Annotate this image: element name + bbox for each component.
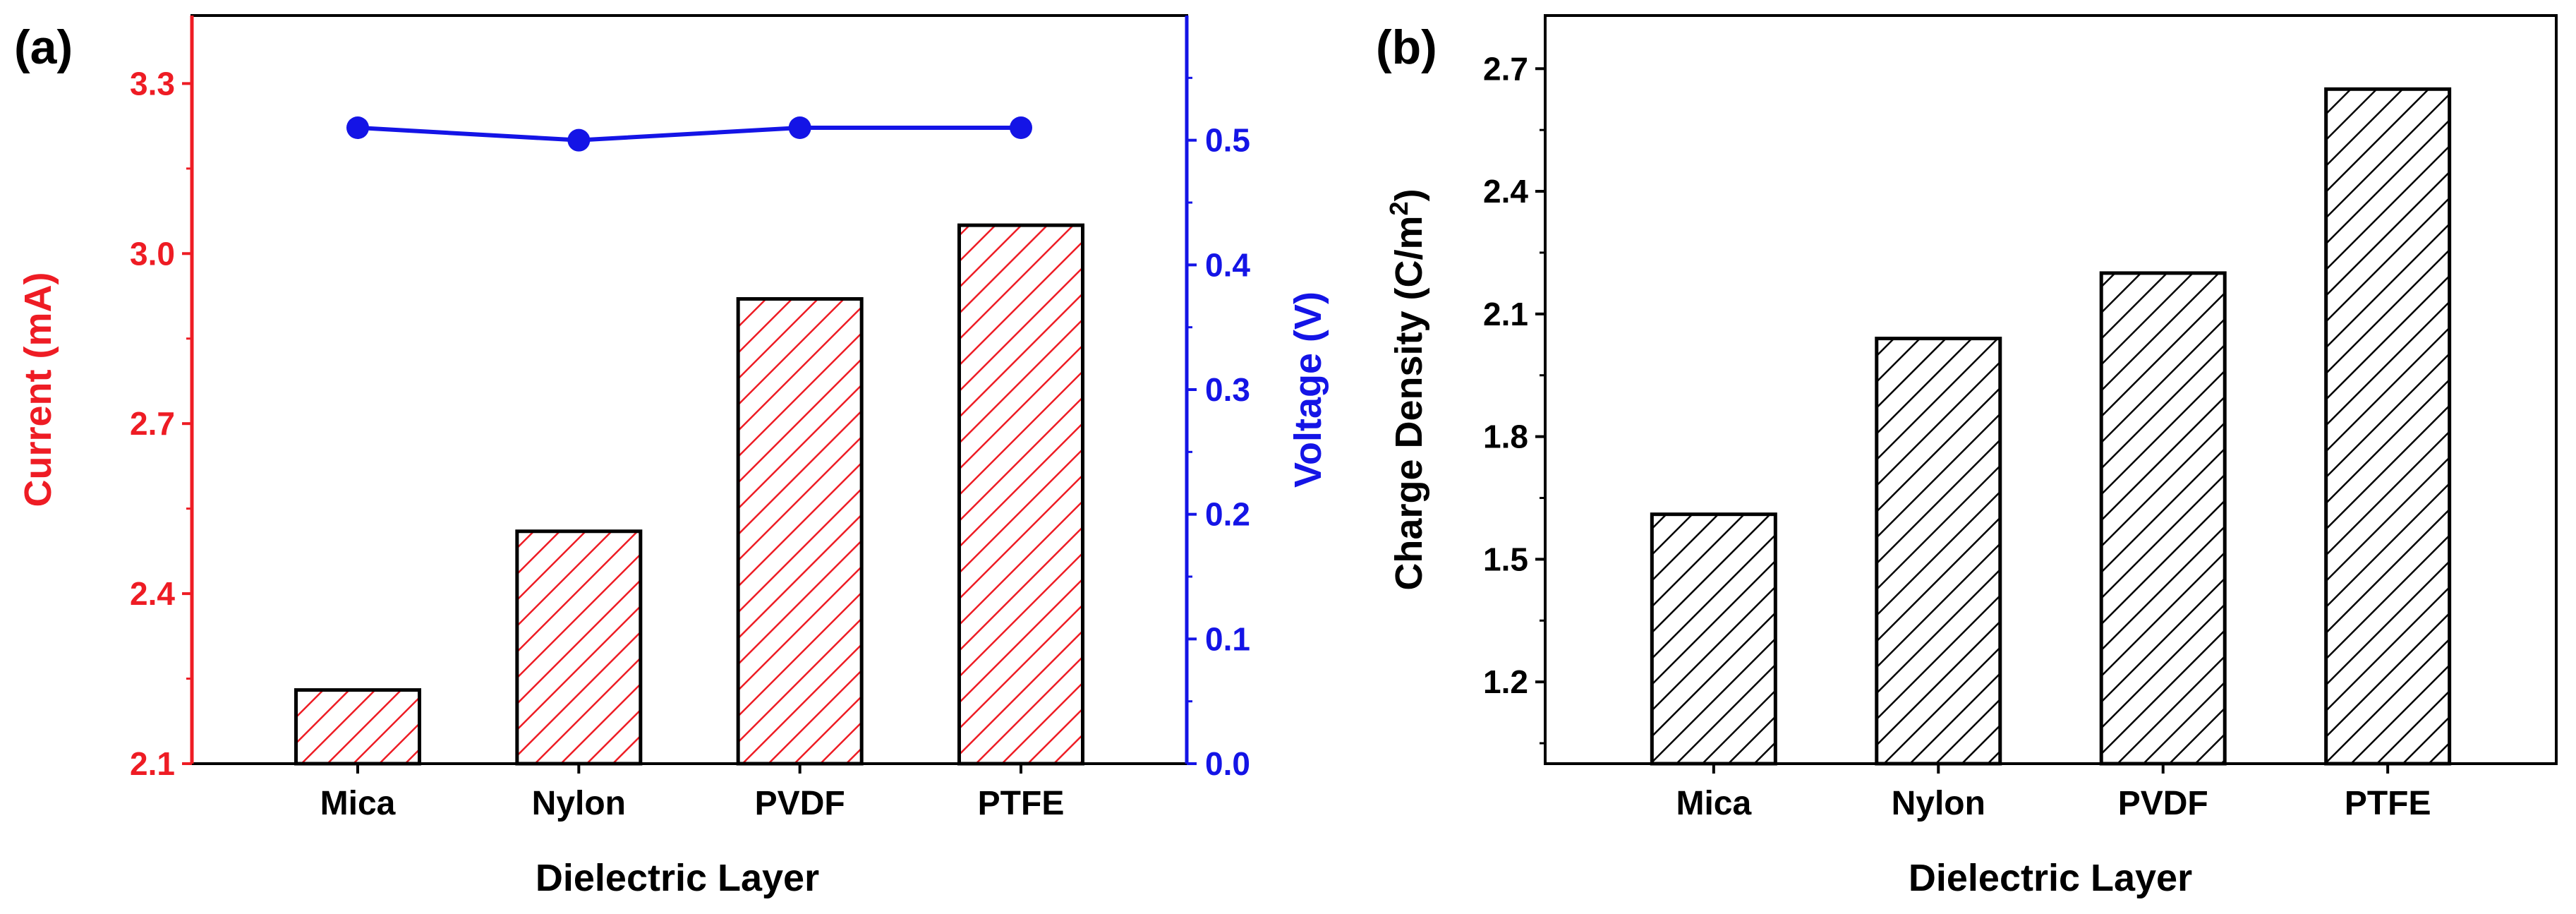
panel-b-y-ticks: 1.2 1.5 1.8 2.1 2.4 2.7 [1483, 50, 1545, 745]
charge-density-bar-nylon [1875, 337, 2002, 766]
voltage-series-line [357, 126, 1021, 143]
panel-b-y-axis-title-main: Charge Density (C/m [1388, 215, 1430, 590]
left-tick-label: 3.0 [130, 235, 175, 272]
panel-a-left-axis-title: Current (mA) [17, 272, 59, 507]
right-tick-label: 0.1 [1205, 620, 1250, 657]
x-category-label: PVDF [2118, 785, 2208, 822]
left-tick-label: 3.3 [130, 65, 175, 102]
x-category-label: PTFE [2345, 785, 2431, 822]
panel-b-plot-frame [1544, 14, 2558, 765]
right-tick-label: 0.0 [1205, 745, 1250, 782]
current-bar-mica [294, 688, 421, 766]
panel-b-label: (b) [1376, 20, 1437, 74]
right-tick-label: 0.4 [1205, 246, 1250, 283]
panel-a-bars [294, 223, 1084, 766]
x-category-label: PTFE [978, 785, 1065, 822]
y-tick-label: 1.2 [1483, 663, 1528, 700]
y-tick-label: 2.1 [1483, 296, 1528, 332]
panel-a-x-ticks: Mica Nylon PVDF PTFE [320, 764, 1065, 822]
y-tick-label: 2.4 [1483, 173, 1528, 210]
x-category-label: PVDF [755, 785, 845, 822]
y-tick-label: 2.7 [1483, 50, 1528, 87]
voltage-point-mica [346, 116, 369, 139]
right-tick-label: 0.2 [1205, 496, 1250, 533]
left-tick-label: 2.7 [130, 405, 175, 442]
panel-a-x-axis-title: Dielectric Layer [536, 857, 819, 899]
voltage-point-ptfe [1010, 116, 1032, 139]
panel-b-bars [1650, 87, 2452, 766]
panel-a-right-axis-title: Voltage (V) [1287, 291, 1329, 488]
panel-b-y-axis-title-sup: 2 [1384, 201, 1413, 215]
left-tick-label: 2.4 [130, 575, 175, 612]
charge-density-bar-ptfe [2324, 87, 2452, 766]
panel-b-x-ticks: Mica Nylon PVDF PTFE [1676, 764, 2431, 822]
voltage-point-pvdf [788, 116, 811, 139]
panel-b-y-axis-title: Charge Density (C/m2) [1384, 188, 1430, 590]
panel-b-charge-density-chart: (b) 1.2 1.5 1.8 2.1 2.4 2.7 Mica Nylon PVDF PTFE… [1376, 14, 2558, 899]
right-tick-label: 0.3 [1205, 371, 1250, 408]
panel-a-voltage-line [346, 116, 1032, 152]
current-bar-nylon [515, 529, 643, 766]
panel-a-current-voltage-chart: (a) 2.1 2.4 2.7 3.0 3.3 0.0 0.1 0.2 0.3 0.4 0.5 M… [14, 14, 1329, 899]
voltage-point-nylon [567, 128, 591, 152]
y-tick-label: 1.5 [1483, 541, 1528, 577]
panel-a-label: (a) [14, 20, 73, 74]
x-category-label: Mica [1676, 785, 1751, 822]
y-tick-label: 1.8 [1483, 419, 1528, 455]
right-tick-label: 0.5 [1205, 122, 1250, 159]
x-category-label: Mica [320, 785, 396, 822]
charge-density-bar-pvdf [2099, 271, 2227, 766]
panel-a-left-y-ticks: 2.1 2.4 2.7 3.0 3.3 [130, 65, 192, 782]
charge-density-bar-mica [1650, 512, 1777, 766]
x-category-label: Nylon [1892, 785, 1985, 822]
current-bar-ptfe [957, 223, 1084, 766]
current-bar-pvdf [736, 297, 864, 766]
left-tick-label: 2.1 [130, 745, 175, 782]
x-category-label: Nylon [532, 785, 626, 822]
panel-b-x-axis-title: Dielectric Layer [1909, 857, 2192, 899]
panel-a-right-y-ticks: 0.0 0.1 0.2 0.3 0.4 0.5 [1187, 76, 1250, 782]
panel-b-y-axis-title-end: ) [1388, 188, 1430, 201]
